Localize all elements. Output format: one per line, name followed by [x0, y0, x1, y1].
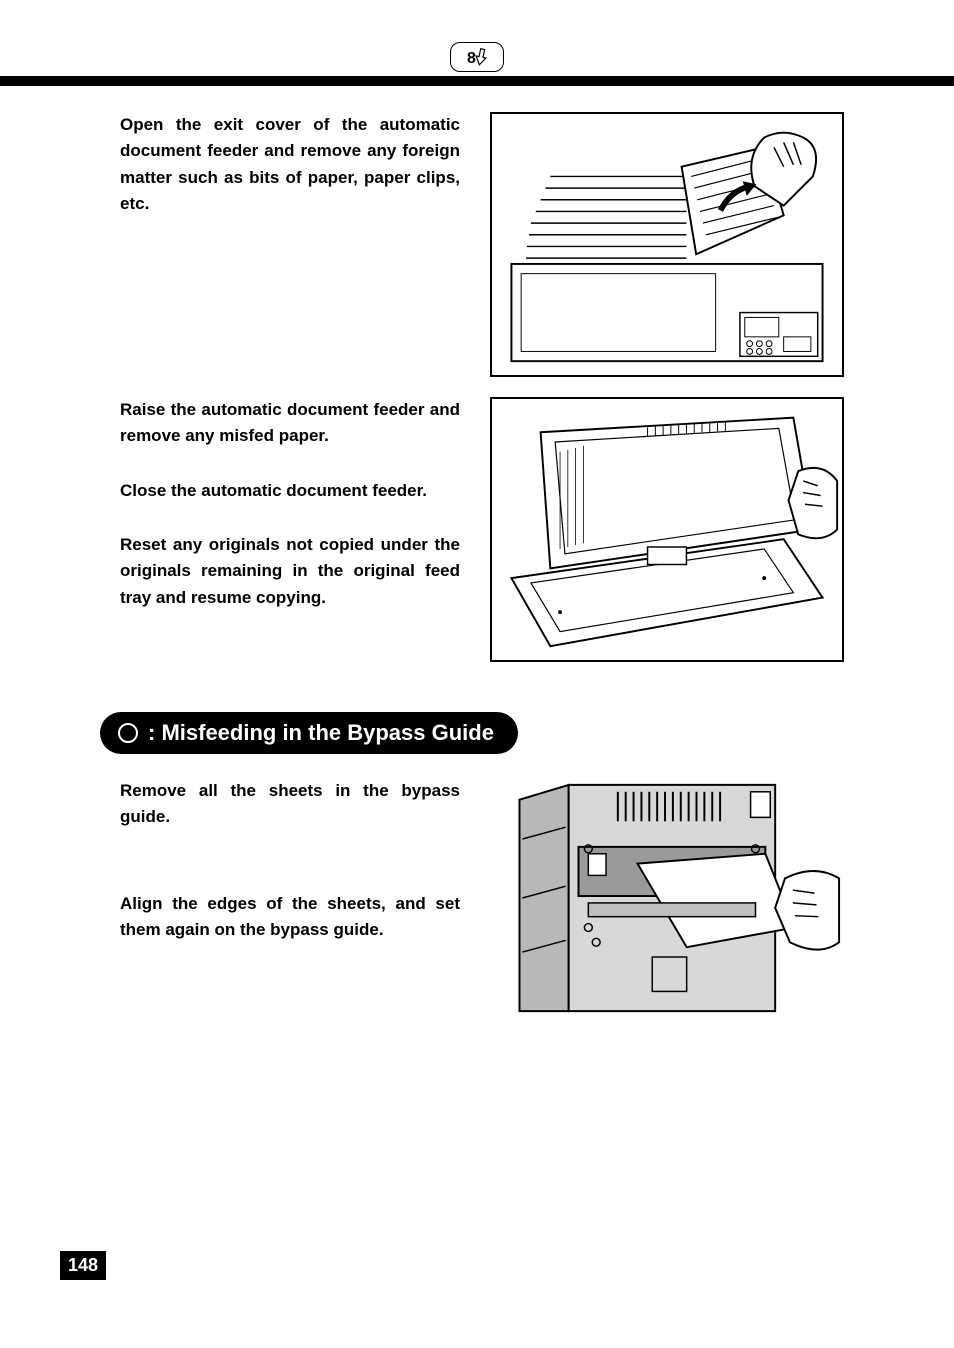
bypass-step-2-text: Align the edges of the sheets, and set t… [120, 891, 460, 944]
instruction-text-1: Open the exit cover of the automatic doc… [120, 112, 460, 377]
instruction-row-3: Remove all the sheets in the bypass guid… [120, 778, 844, 1018]
header-divider-bar [0, 76, 954, 86]
header-jam-icon: 8 [450, 42, 504, 72]
page-content: Open the exit cover of the automatic doc… [120, 112, 844, 1038]
illustration-1-container [490, 112, 844, 377]
section-heading-pill: : Misfeeding in the Bypass Guide [100, 712, 518, 754]
illustration-2-container [490, 397, 844, 662]
page-number: 148 [60, 1251, 106, 1280]
instruction-text-2: Raise the automatic document feeder and … [120, 397, 460, 662]
illustration-3-container [490, 778, 844, 1018]
bypass-guide-illustration [490, 778, 844, 1018]
section-heading-text: : Misfeeding in the Bypass Guide [148, 720, 494, 746]
bypass-step-1-text: Remove all the sheets in the bypass guid… [120, 778, 460, 831]
step-3-text: Close the automatic document feeder. [120, 478, 460, 504]
instruction-row-1: Open the exit cover of the automatic doc… [120, 112, 844, 377]
instruction-row-2: Raise the automatic document feeder and … [120, 397, 844, 662]
heading-circle-icon [118, 723, 138, 743]
svg-text:8: 8 [467, 50, 476, 67]
step-4-text: Reset any originals not copied under the… [120, 532, 460, 611]
step-1-text: Open the exit cover of the automatic doc… [120, 112, 460, 217]
step-2-text: Raise the automatic document feeder and … [120, 397, 460, 450]
instruction-text-3: Remove all the sheets in the bypass guid… [120, 778, 460, 1018]
adf-exit-cover-illustration [490, 112, 844, 377]
adf-raised-illustration [490, 397, 844, 662]
